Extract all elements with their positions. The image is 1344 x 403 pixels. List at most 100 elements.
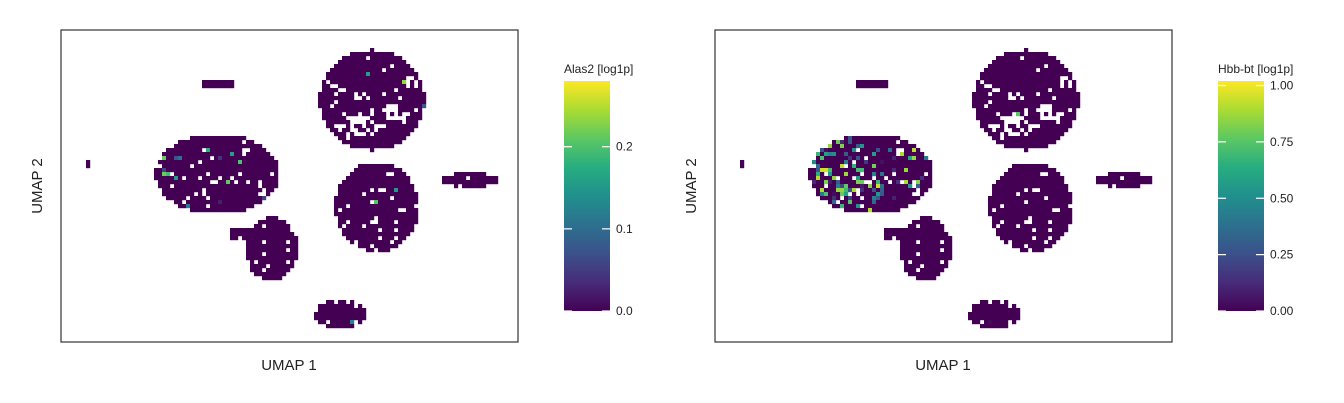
cell-bin — [864, 184, 869, 189]
cell-bin — [1052, 108, 1057, 113]
cell-bin — [1052, 84, 1057, 89]
cell-bin — [162, 180, 167, 185]
cell-bin — [222, 180, 227, 185]
cell-bin — [346, 180, 351, 185]
cell-bin — [844, 144, 849, 149]
cell-bin — [194, 188, 199, 193]
cell-bin — [856, 160, 861, 165]
cell-bin — [178, 180, 183, 185]
cell-bin — [270, 236, 275, 241]
cell-bin — [242, 184, 247, 189]
cell-bin — [418, 104, 423, 109]
cell-bin — [892, 144, 897, 149]
cell-bin — [1016, 204, 1021, 209]
cell-bin — [1020, 232, 1025, 237]
cell-bin — [828, 168, 833, 173]
cell-bin — [382, 52, 387, 57]
cell-bin — [1016, 144, 1021, 149]
cell-bin — [458, 180, 463, 185]
cell-bin — [1008, 216, 1013, 221]
cell-bin — [1056, 204, 1061, 209]
cell-bin — [1012, 232, 1017, 237]
cell-bin — [920, 228, 925, 233]
cell-bin — [354, 308, 359, 313]
cell-bin — [1036, 64, 1041, 69]
cell-bin — [936, 268, 941, 273]
cell-bin — [346, 236, 351, 241]
cell-bin — [258, 248, 263, 253]
cell-bin — [1028, 76, 1033, 81]
cell-bin — [1044, 220, 1049, 225]
cell-bin — [844, 160, 849, 165]
cell-bin — [1036, 236, 1041, 241]
cell-bin — [282, 228, 287, 233]
cell-bin — [186, 164, 191, 169]
cell-bin — [1060, 204, 1065, 209]
cell-bin — [740, 164, 745, 169]
cell-bin — [1024, 144, 1029, 149]
cell-bin — [920, 260, 925, 265]
cell-bin — [816, 180, 821, 185]
cell-bin — [980, 304, 985, 309]
cell-bin — [354, 84, 359, 89]
cell-bin — [1048, 68, 1053, 73]
cell-bin — [390, 84, 395, 89]
cell-bin — [270, 176, 275, 181]
cell-bin — [410, 92, 415, 97]
cell-bin — [996, 204, 1001, 209]
cell-bin — [334, 304, 339, 309]
cell-bin — [876, 176, 881, 181]
cell-bin — [250, 244, 255, 249]
cell-bin — [226, 208, 231, 213]
cell-bin — [996, 68, 1001, 73]
cell-bin — [242, 196, 247, 201]
cell-bin — [354, 124, 359, 129]
cell-bin — [1052, 120, 1057, 125]
cell-bin — [848, 168, 853, 173]
cell-bin — [406, 108, 411, 113]
cell-bin — [828, 156, 833, 161]
cell-bin — [198, 164, 203, 169]
cell-bin — [226, 180, 231, 185]
cell-bin — [262, 148, 267, 153]
cell-bin — [912, 248, 917, 253]
cell-bin — [988, 308, 993, 313]
cell-bin — [908, 172, 913, 177]
cell-bin — [932, 248, 937, 253]
cell-bin — [158, 160, 163, 165]
cell-bin — [274, 256, 279, 261]
cell-bin — [230, 204, 235, 209]
cell-bin — [222, 140, 227, 145]
cell-bin — [1004, 220, 1009, 225]
cell-bin — [1064, 192, 1069, 197]
cell-bin — [1016, 164, 1021, 169]
cell-bin — [398, 124, 403, 129]
cell-bin — [370, 96, 375, 101]
cell-bin — [880, 188, 885, 193]
cell-bin — [1052, 228, 1057, 233]
cell-bin — [290, 248, 295, 253]
cell-bin — [1052, 216, 1057, 221]
cell-bin — [338, 220, 343, 225]
cell-bin — [246, 144, 251, 149]
cell-bin — [1008, 104, 1013, 109]
cell-bin — [944, 236, 949, 241]
cell-bin — [322, 304, 327, 309]
cell-bin — [1032, 132, 1037, 137]
cell-bin — [254, 252, 259, 257]
cell-bin — [414, 92, 419, 97]
cell-bin — [206, 144, 211, 149]
cell-bin — [422, 96, 427, 101]
cell-bin — [872, 140, 877, 145]
cell-bin — [1028, 84, 1033, 89]
cell-bin — [214, 164, 219, 169]
cell-bin — [318, 320, 323, 325]
cell-bin — [1060, 188, 1065, 193]
cell-bin — [872, 80, 877, 85]
cell-bin — [904, 192, 909, 197]
cell-bin — [1068, 104, 1073, 109]
cell-bin — [1064, 188, 1069, 193]
cell-bin — [1048, 100, 1053, 105]
cell-bin — [980, 88, 985, 93]
cell-bin — [992, 80, 997, 85]
